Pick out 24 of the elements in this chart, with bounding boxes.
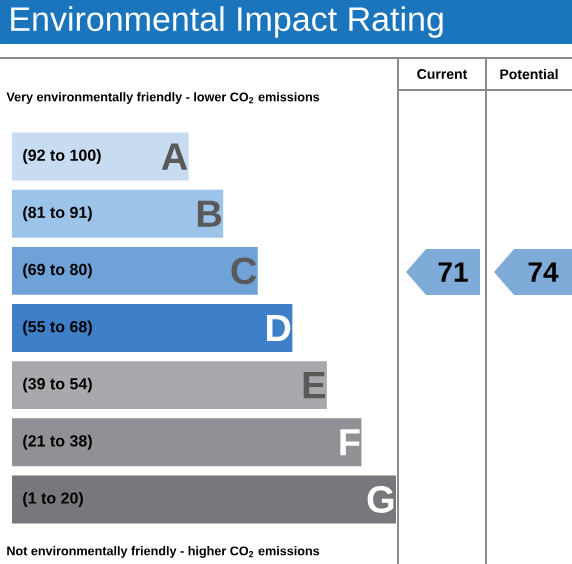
text: 71 (438, 262, 468, 282)
bar (12, 246, 258, 295)
chart-title: Environmental Impact Rating (11, 6, 443, 38)
bar (12, 361, 327, 410)
bar (12, 304, 293, 352)
annotation: D (267, 314, 291, 342)
bar (12, 418, 362, 467)
y-tick-label: (55 to 68) (23, 320, 92, 336)
annotation: G (367, 485, 394, 513)
y-tick-label: (39 to 54) (23, 377, 92, 393)
bar (12, 189, 224, 238)
y-tick-label: (1 to 20) (23, 491, 83, 507)
annotation: B (197, 200, 222, 227)
annotation: E (303, 372, 325, 399)
annotation: C (231, 257, 257, 285)
annotation: F (340, 429, 360, 456)
bar (12, 132, 189, 181)
text: 74 (528, 262, 559, 282)
y-tick-label: (81 to 91) (23, 206, 92, 222)
y-tick-label: (69 to 80) (23, 263, 92, 279)
annotation: A (161, 143, 188, 170)
bar (12, 475, 396, 524)
y-tick-label: (92 to 100) (23, 149, 101, 165)
y-tick-label: (21 to 38) (23, 434, 92, 450)
